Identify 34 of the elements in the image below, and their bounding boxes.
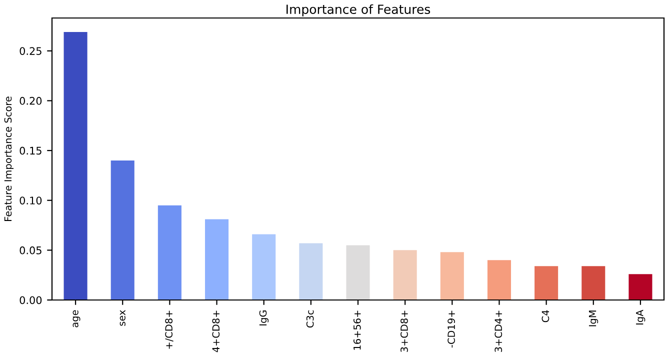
x-tick-label: C4 [542,310,550,322]
y-tick-label: 0.00 [20,296,42,304]
bar [628,274,652,300]
bar [252,234,276,300]
bar [534,266,558,300]
x-tick-label: sex [120,310,126,326]
bar [440,252,464,300]
bar [205,219,229,300]
bar [582,266,606,300]
x-tick-label: 3+CD4+ [494,310,502,352]
x-tick-label: 16+56+ [353,310,361,350]
bar [487,260,511,300]
x-tick-label: 4+CD8+ [212,310,220,352]
y-tick-label: 0.15 [20,146,42,155]
bar [110,160,134,300]
x-tick-label: C3c [306,310,314,328]
x-tick-label: age [72,310,80,328]
x-tick-label: 3+CD8+ [400,310,408,352]
bar [64,32,88,300]
x-tick-label: +/CD8+ [165,310,174,349]
y-tick-label: 0.20 [20,96,42,105]
x-tick-label: -CD19+ [448,310,455,348]
bar [393,250,417,300]
y-axis-title: Feature Importance Score [4,96,14,221]
chart-title: Importance of Features [286,4,430,16]
y-tick-label: 0.25 [20,47,42,55]
y-tick-label: 0.10 [20,196,42,204]
bar [299,243,323,300]
bar [158,205,182,300]
bar [346,245,370,300]
x-tick-label: IgM [588,310,598,326]
x-tick-label: IgA [636,310,646,324]
y-tick-label: 0.05 [20,246,42,254]
x-tick-label: IgG [259,310,269,326]
